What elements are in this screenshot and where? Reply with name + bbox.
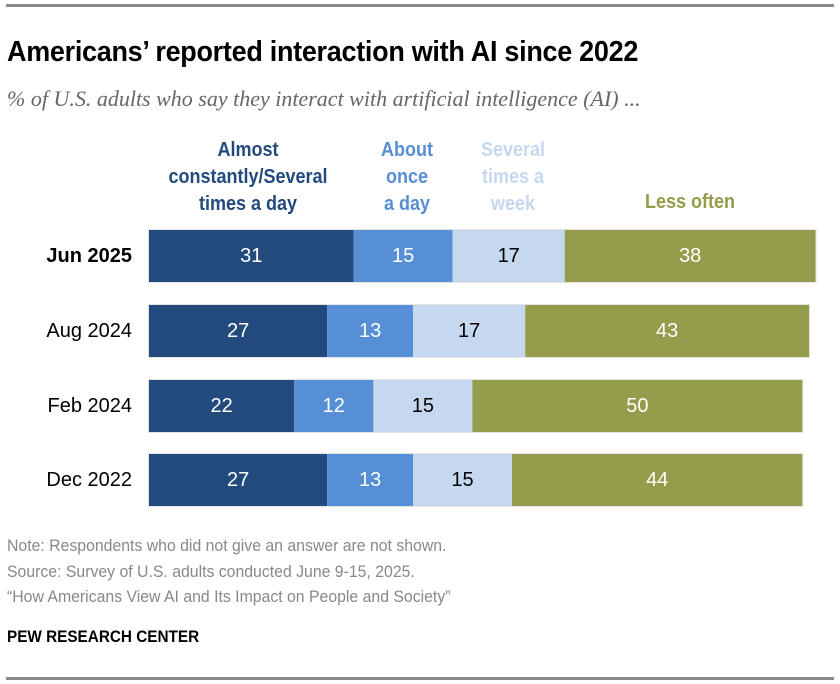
bar-segment [327,454,413,506]
data-label: 15 [451,469,474,491]
bar-segment [373,380,473,432]
bar-segment [294,380,374,432]
data-label: 15 [411,395,435,417]
category-label: Jun 2025 [46,245,132,267]
data-label: 38 [679,245,702,267]
data-label: 50 [626,395,649,417]
data-label: 13 [358,320,382,342]
bar-segment [512,454,803,506]
brand-logo-text: PEW RESEARCH CENTER [7,627,200,646]
note-text: Note: Respondents who did not give an an… [7,536,447,555]
bar-segment [413,305,526,357]
bar-outline [148,453,804,507]
chart-title: Americans’ reported interaction with AI … [7,36,639,68]
bar-segment [353,230,453,282]
bar-segment [564,230,816,282]
category-label: Aug 2024 [46,320,132,342]
bar-segment [149,454,328,506]
data-label: 13 [358,469,382,491]
legend-label: Almost constantly/Several times a day [168,139,328,215]
legend-label: Several times a week [480,139,546,215]
bar-segment [525,305,809,357]
data-label: 31 [240,245,263,267]
data-label: 22 [210,395,233,417]
data-label: 27 [226,469,250,491]
data-label: 43 [655,320,679,342]
data-label: 17 [457,320,481,342]
data-label: 17 [497,245,520,267]
bar-outline [148,304,810,358]
source-text: Source: Survey of U.S. adults conducted … [7,562,415,581]
legend-label: Less often [644,191,736,213]
bar-segment [327,305,413,357]
data-label: 27 [226,320,250,342]
top-rule [6,4,834,7]
bar-segment [452,230,565,282]
data-label: 15 [391,245,415,267]
bottom-rule [6,677,834,680]
bar-segment [149,305,328,357]
chart-subtitle: % of U.S. adults who say they interact w… [7,86,641,111]
bar-outline [148,229,817,283]
legend-label: About once a day [380,139,433,215]
category-label: Dec 2022 [46,469,132,491]
data-label: 12 [322,395,345,417]
bar-segment [413,454,512,506]
bar-segment [149,230,354,282]
data-label: 44 [646,469,669,491]
category-label: Feb 2024 [47,395,132,417]
bar-segment [472,380,803,432]
bar-outline [148,379,804,433]
report-title-text: “How Americans View AI and Its Impact on… [7,587,451,606]
bar-segment [149,380,295,432]
